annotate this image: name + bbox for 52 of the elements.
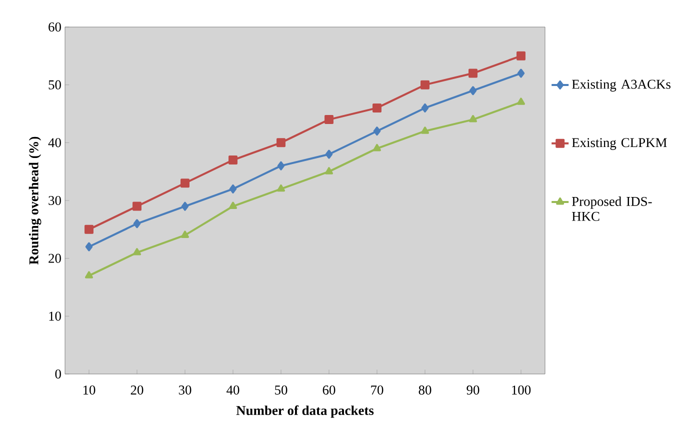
- y-axis-title: Routing overhead (%): [28, 136, 42, 265]
- point: [276, 138, 286, 148]
- point: [468, 115, 478, 122]
- point: [372, 144, 382, 152]
- y-tick-label: 10: [49, 312, 61, 321]
- point: [324, 167, 334, 174]
- point: [276, 184, 286, 192]
- x-axis-title: Number of data packets: [236, 405, 374, 418]
- x-tick-label: 30: [178, 386, 192, 395]
- point: [133, 219, 141, 228]
- point: [229, 184, 237, 194]
- y-tick-label: 40: [48, 138, 61, 148]
- point: [468, 68, 478, 78]
- point: [132, 248, 142, 256]
- x-tick-label: 90: [466, 386, 480, 395]
- point: [420, 80, 430, 90]
- y-tick-label: 50: [48, 80, 61, 90]
- y-tick-label: 20: [48, 254, 61, 263]
- x-tick-label: 10: [83, 386, 96, 395]
- x-tick-label: 100: [512, 386, 531, 395]
- point: [469, 86, 477, 96]
- point: [277, 161, 285, 170]
- legend-label: Proposed IDS-HKC: [572, 196, 652, 221]
- y-tick-label: 0: [55, 369, 61, 379]
- x-tick-label: 50: [275, 386, 288, 395]
- point: [132, 202, 142, 211]
- point: [420, 126, 430, 134]
- point: [325, 150, 333, 159]
- point: [373, 126, 381, 136]
- point: [372, 103, 382, 112]
- point: [421, 103, 429, 112]
- y-tick-label: 30: [48, 196, 61, 206]
- point: [180, 230, 190, 238]
- x-tick-label: 70: [371, 386, 384, 395]
- x-tick-label: 60: [322, 386, 336, 395]
- point: [324, 115, 334, 124]
- x-tick-label: 40: [226, 386, 240, 395]
- x-tick-label: 20: [130, 386, 144, 395]
- point: [228, 202, 238, 210]
- x-tick-label: 80: [418, 386, 432, 395]
- point: [84, 224, 94, 234]
- legend-label: Existing CLPKM: [572, 138, 667, 150]
- point: [84, 271, 94, 278]
- y-tick-label: 60: [48, 22, 61, 32]
- point: [516, 51, 526, 60]
- point: [228, 156, 238, 165]
- legend-label: Existing A3ACKs: [572, 80, 670, 92]
- point: [85, 242, 93, 252]
- point: [180, 178, 190, 188]
- point: [181, 202, 189, 211]
- point: [516, 98, 526, 105]
- point: [517, 68, 525, 78]
